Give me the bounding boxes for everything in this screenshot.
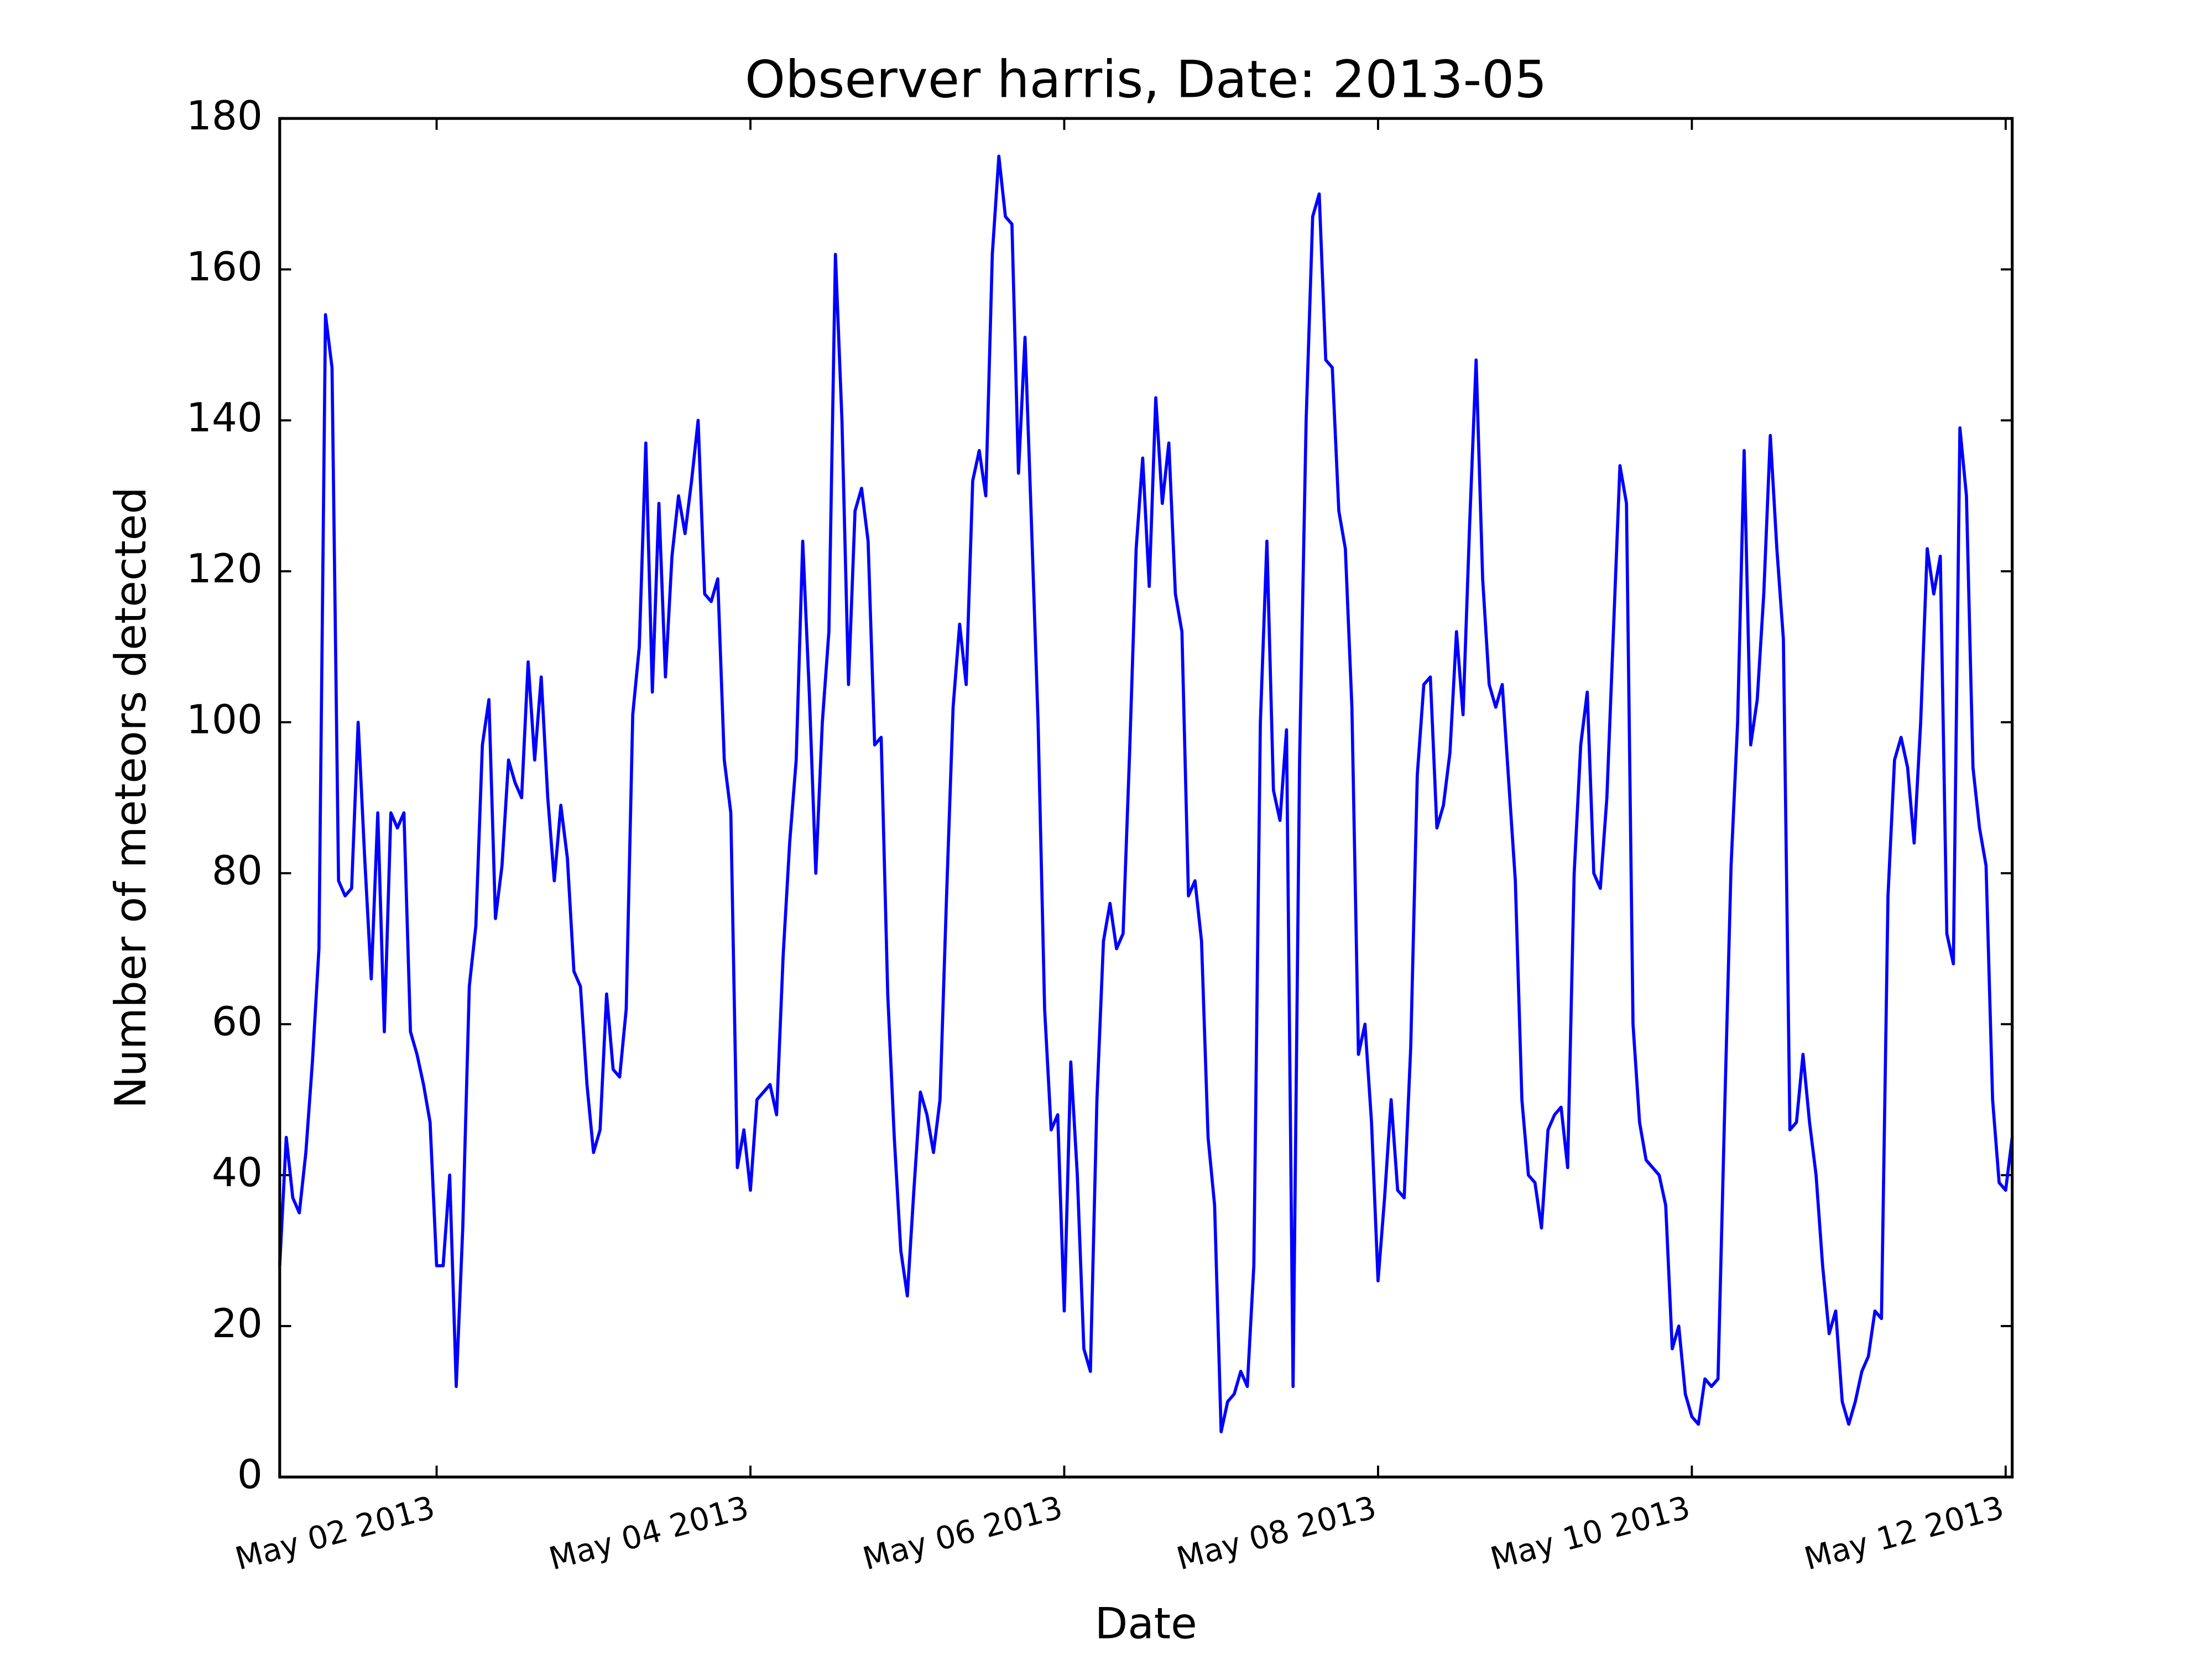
x-tick-label: May 10 2013	[1486, 1489, 1694, 1578]
x-tick-label: May 08 2013	[1173, 1489, 1380, 1578]
y-tick-label: 100	[186, 697, 263, 743]
chart-title: Observer harris, Date: 2013-05	[745, 49, 1547, 109]
y-tick-label: 120	[186, 546, 263, 592]
y-tick-label: 20	[212, 1301, 263, 1347]
x-tick-label: May 04 2013	[545, 1489, 753, 1578]
x-axis-label: Date	[1095, 1599, 1197, 1649]
plot-frame	[278, 117, 2014, 1479]
x-tick-label: May 06 2013	[859, 1489, 1066, 1578]
y-tick-label: 40	[212, 1150, 263, 1196]
y-axis-label: Number of meteors detected	[106, 487, 156, 1108]
y-tick-label: 60	[212, 999, 263, 1045]
y-tick-label: 0	[237, 1452, 263, 1498]
x-tick-label: May 02 2013	[232, 1489, 439, 1578]
y-tick-label: 180	[186, 93, 263, 139]
y-tick-label: 160	[186, 244, 263, 290]
y-tick-label: 140	[186, 395, 263, 441]
y-tick-label: 80	[212, 848, 263, 894]
data-line	[278, 154, 2014, 1433]
x-tick-label: May 12 2013	[1801, 1489, 2008, 1578]
